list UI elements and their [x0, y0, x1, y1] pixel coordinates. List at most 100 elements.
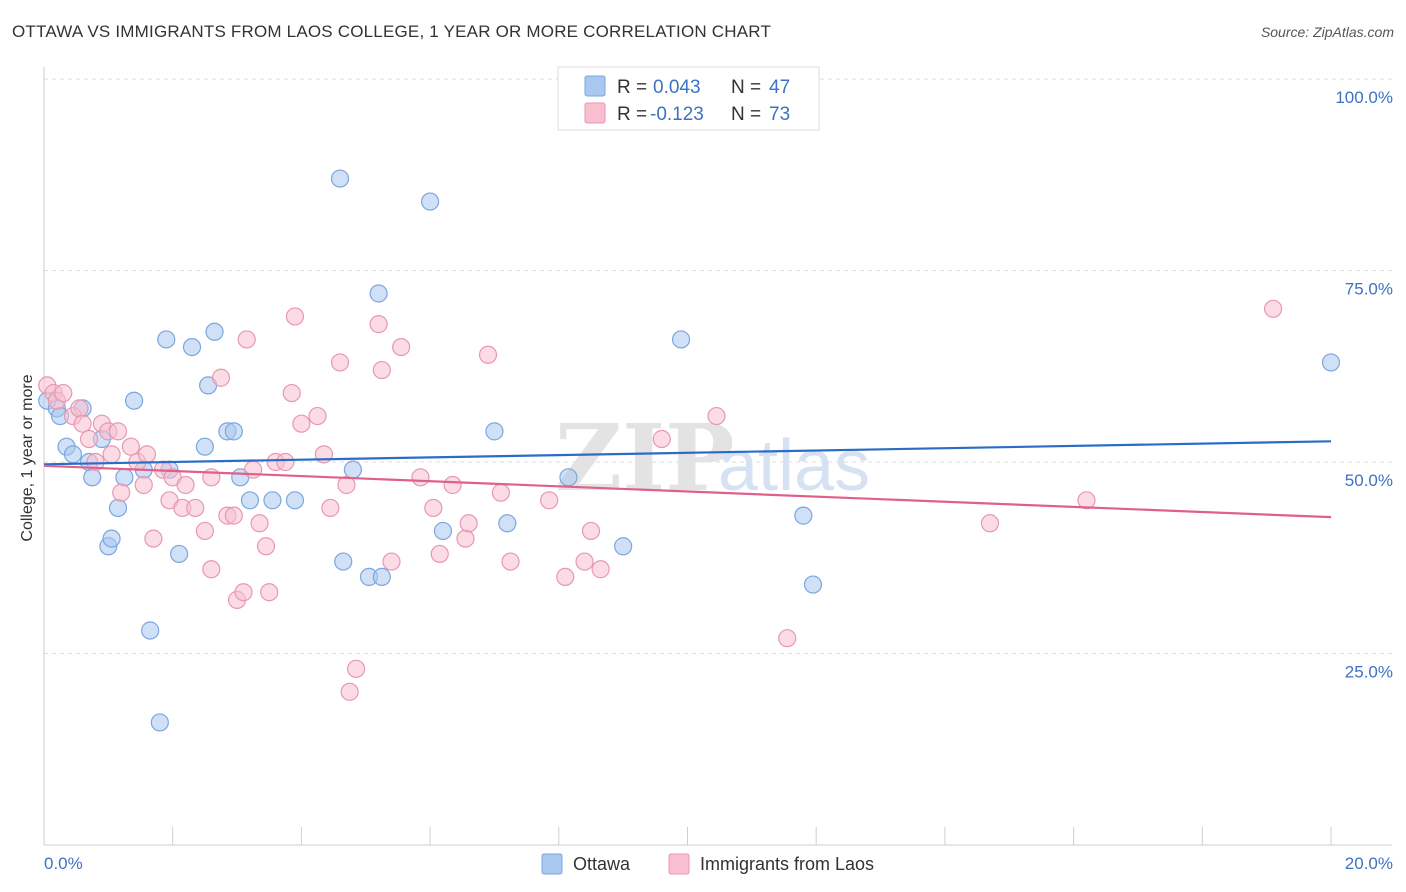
- ottawa-point: [433, 521, 453, 541]
- ottawa-point: [330, 169, 350, 188]
- ottawa-point: [182, 338, 202, 357]
- trend-lines: [43, 440, 1332, 519]
- laos-point: [1263, 299, 1283, 318]
- laos-point: [224, 506, 243, 525]
- legend-r-label-ottawa: R =: [617, 77, 647, 98]
- ottawa-point: [102, 529, 121, 548]
- ottawa-point: [108, 498, 128, 518]
- laos-point: [330, 353, 350, 372]
- laos-point: [144, 529, 163, 548]
- laos-point: [202, 560, 221, 579]
- laos-point: [501, 552, 520, 571]
- laos-point: [73, 414, 92, 433]
- ottawa-point: [794, 506, 813, 525]
- laos-point: [244, 460, 263, 479]
- laos-trend-line: [43, 464, 1332, 519]
- x-tick-label: 0.0%: [44, 854, 83, 873]
- laos-point: [292, 414, 311, 433]
- ottawa-point: [369, 284, 388, 303]
- legend-n-label-ottawa: N =: [731, 77, 761, 98]
- y-tick-label: 100.0%: [1335, 88, 1393, 107]
- watermark-zip: ZIP: [555, 404, 734, 512]
- laos-point: [121, 437, 140, 456]
- ottawa-point: [83, 468, 102, 487]
- laos-point: [424, 498, 443, 518]
- ottawa-point: [334, 552, 353, 571]
- laos-point: [250, 514, 269, 533]
- laos-point: [1077, 491, 1096, 510]
- laos-point: [581, 521, 601, 541]
- data-points: [38, 169, 1341, 732]
- laos-point: [340, 682, 359, 701]
- ottawa-point: [421, 192, 440, 211]
- laos-point: [186, 498, 205, 518]
- legend-n-value-laos: 73: [769, 104, 790, 125]
- ottawa-point: [205, 322, 224, 341]
- laos-point: [234, 583, 253, 602]
- y-tick-label: 50.0%: [1345, 471, 1393, 490]
- x-tick-label: 20.0%: [1345, 854, 1393, 873]
- laos-point: [411, 468, 430, 487]
- laos-point: [372, 360, 391, 380]
- ottawa-point: [671, 330, 691, 349]
- legend-r-value-ottawa: 0.043: [653, 77, 701, 98]
- laos-point: [137, 445, 157, 464]
- laos-point: [540, 491, 559, 510]
- ottawa-point: [124, 391, 144, 410]
- laos-point: [195, 521, 214, 541]
- ottawa-point: [343, 460, 362, 479]
- laos-point: [86, 452, 105, 472]
- x-tick-labels: 0.0% 20.0%: [44, 854, 1393, 873]
- ottawa-point: [263, 491, 282, 510]
- laos-point: [276, 452, 295, 472]
- laos-point: [556, 567, 575, 587]
- y-tick-label: 25.0%: [1345, 663, 1393, 682]
- ottawa-point: [157, 330, 176, 349]
- laos-point: [256, 537, 276, 556]
- ottawa-point: [170, 544, 189, 564]
- laos-point: [211, 368, 231, 387]
- ottawa-point: [240, 491, 260, 510]
- correlation-legend: R = 0.043 N = 47 R = -0.123 N = 73: [557, 66, 820, 131]
- legend-swatch-laos-bottom: [668, 853, 690, 875]
- ottawa-point: [63, 445, 83, 464]
- laos-point: [112, 483, 131, 502]
- laos-point: [456, 529, 475, 548]
- laos-point: [430, 544, 449, 564]
- laos-point: [575, 552, 594, 571]
- ottawa-point: [372, 567, 391, 587]
- laos-point: [285, 307, 305, 326]
- laos-point: [237, 330, 256, 349]
- laos-point: [134, 475, 153, 495]
- series-legend: Ottawa Immigrants from Laos: [541, 853, 874, 875]
- ottawa-point: [195, 437, 214, 456]
- laos-point: [652, 429, 671, 449]
- y-axis-label: College, 1 year or more: [19, 374, 36, 541]
- ottawa-point: [803, 575, 823, 594]
- chart-title: OTTAWA VS IMMIGRANTS FROM LAOS COLLEGE, …: [12, 22, 772, 41]
- laos-point: [321, 498, 340, 518]
- legend-n-value-ottawa: 47: [769, 77, 790, 98]
- ottawa-point: [285, 491, 305, 510]
- laos-point: [707, 406, 726, 426]
- laos-point: [102, 445, 121, 464]
- laos-point: [369, 315, 388, 334]
- ottawa-point: [1321, 353, 1341, 372]
- laos-point: [54, 383, 73, 403]
- legend-swatch-ottawa: [584, 75, 606, 97]
- laos-point: [491, 483, 510, 502]
- laos-point: [443, 475, 462, 495]
- source-label: Source: ZipAtlas.com: [1260, 24, 1394, 40]
- laos-point: [260, 583, 279, 602]
- ottawa-point: [115, 468, 134, 487]
- y-tick-label: 75.0%: [1345, 280, 1393, 299]
- laos-point: [282, 383, 301, 403]
- legend-n-label-laos: N =: [731, 104, 761, 125]
- laos-point: [382, 552, 401, 571]
- laos-point: [70, 399, 89, 418]
- laos-point: [337, 475, 356, 495]
- ottawa-point: [141, 621, 160, 640]
- laos-point: [308, 406, 327, 426]
- laos-point: [478, 345, 498, 364]
- ottawa-point: [559, 468, 578, 487]
